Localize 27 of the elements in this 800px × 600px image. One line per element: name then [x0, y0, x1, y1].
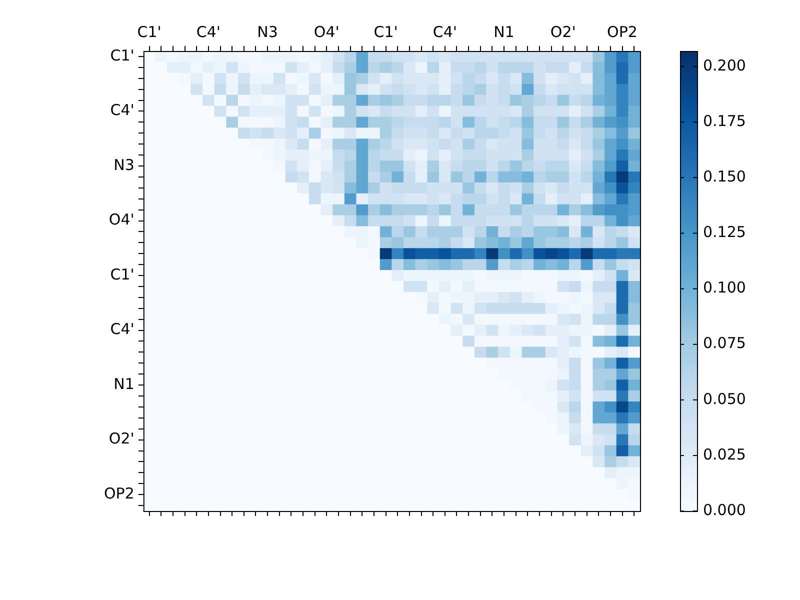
x-tick-label: C1'	[374, 22, 398, 41]
y-tick-label: C4'	[110, 101, 134, 120]
color-bar-label: 0.175	[703, 112, 746, 130]
y-tick-label: C1'	[110, 265, 134, 284]
y-tick-label: O2'	[108, 430, 134, 448]
color-bar-label: 0.000	[703, 500, 746, 519]
y-tick-label: C4'	[110, 320, 134, 338]
y-tick-label: O4'	[108, 210, 134, 229]
x-tick-label: O2'	[550, 22, 576, 41]
color-bar-label: 0.200	[703, 56, 746, 74]
color-bar-label: 0.125	[703, 223, 746, 242]
x-tick-label: C1'	[137, 22, 162, 41]
color-bar-label: 0.150	[703, 168, 746, 186]
color-bar-label: 0.050	[703, 390, 746, 408]
x-tick-label: C4'	[432, 22, 457, 41]
x-tick-label: N1	[494, 22, 514, 41]
y-tick-label: N1	[114, 374, 134, 393]
y-tick-label: N3	[114, 156, 134, 174]
color-bar-label: 0.075	[703, 334, 746, 352]
x-tick-label: O4'	[314, 22, 340, 41]
y-tick-label: OP2	[104, 484, 134, 502]
color-bar-label: 0.100	[703, 278, 746, 297]
x-tick-label: C4'	[196, 22, 220, 41]
x-tick-label: N3	[257, 22, 278, 41]
y-tick-label: C1'	[110, 46, 134, 64]
color-bar-label: 0.025	[703, 445, 746, 464]
x-tick-label: OP2	[607, 22, 638, 41]
